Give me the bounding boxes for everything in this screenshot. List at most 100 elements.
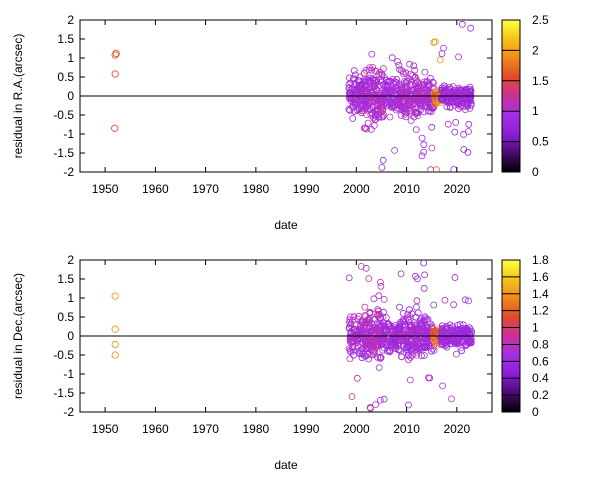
data-point (361, 78, 369, 85)
data-point (414, 112, 422, 120)
data-point (390, 101, 398, 109)
data-point (405, 322, 413, 330)
data-point (407, 353, 414, 361)
data-point (421, 271, 429, 279)
data-point (363, 87, 371, 95)
data-point (356, 73, 364, 81)
colorbar-tick-label: 0.8 (532, 337, 549, 351)
data-point (401, 337, 409, 345)
data-point (430, 333, 438, 341)
data-point (421, 86, 429, 94)
data-point (374, 311, 381, 319)
data-point (466, 337, 474, 345)
data-point (430, 301, 438, 309)
dec-residual-panel: 2 1.5 1 0.5 0 -0.5 -1 -1.5 -2 1950 1960 1970 1980 199… (11, 253, 549, 472)
data-point (350, 67, 358, 74)
data-point (419, 333, 427, 341)
data-point (361, 97, 369, 104)
data-point (111, 51, 119, 59)
data-point (460, 130, 468, 138)
data-point (426, 74, 434, 82)
data-point (416, 345, 424, 353)
data-point (423, 103, 431, 111)
colorbar-tick-label: 1.2 (532, 304, 549, 318)
colorbar-tick-label: 2 (532, 43, 539, 57)
x-tick-label: 1970 (192, 182, 219, 196)
colorbar-tick-label: 2.5 (532, 13, 549, 27)
x-tick-label: 2020 (443, 422, 470, 436)
colorbar-tick-label: 1.8 (532, 253, 549, 267)
data-point (398, 330, 406, 338)
data-point (356, 96, 364, 104)
data-point (464, 328, 472, 335)
data-point (380, 295, 388, 303)
data-point (412, 303, 420, 311)
data-point (393, 75, 401, 83)
data-point (380, 395, 388, 403)
data-point (388, 102, 395, 110)
data-point (371, 327, 379, 334)
data-point (111, 340, 119, 349)
data-point (350, 99, 358, 107)
data-point (448, 96, 456, 104)
data-point (111, 351, 119, 359)
data-point (360, 69, 368, 77)
data-point (402, 98, 410, 105)
data-point (351, 321, 359, 329)
data-point (446, 321, 454, 329)
data-point (431, 328, 439, 336)
data-point (410, 341, 418, 349)
data-point (410, 344, 418, 352)
data-point (402, 113, 410, 121)
data-point (380, 111, 388, 119)
data-point (444, 120, 452, 128)
data-point (458, 347, 466, 355)
x-tick-label: 2010 (393, 182, 420, 196)
data-point (410, 62, 418, 70)
data-point (406, 101, 413, 109)
x-tick-label: 2010 (393, 422, 420, 436)
data-point (448, 334, 456, 342)
colorbar-tick-label: 1.5 (532, 74, 549, 88)
y-tick-label: -1 (63, 127, 74, 141)
data-point (392, 342, 400, 350)
data-point (376, 396, 384, 404)
data-point (345, 274, 353, 282)
data-point (422, 322, 430, 330)
data-point (436, 56, 444, 64)
data-point (400, 318, 408, 326)
data-point (347, 79, 355, 87)
data-point (362, 338, 370, 346)
data-point (386, 113, 394, 121)
data-point (396, 346, 403, 354)
data-point (354, 337, 362, 345)
y-tick-label: -1 (63, 367, 74, 381)
data-point (405, 75, 413, 82)
data-point (418, 134, 426, 142)
data-point (363, 343, 371, 351)
data-point (366, 308, 374, 316)
data-point (346, 313, 354, 321)
data-point (452, 350, 460, 358)
colorbar-tick-label: 1 (532, 104, 539, 118)
data-point (361, 303, 369, 311)
data-point (401, 103, 409, 111)
data-point (452, 119, 460, 126)
x-tick-label: 1960 (142, 422, 169, 436)
data-point (443, 343, 451, 351)
data-point (111, 124, 119, 132)
data-markers (111, 20, 475, 172)
data-point (438, 322, 446, 330)
data-point (407, 345, 414, 353)
data-point (348, 393, 356, 400)
data-point (448, 395, 455, 403)
data-point (400, 340, 408, 348)
data-point (353, 374, 361, 382)
data-point (370, 351, 377, 359)
x-tick-label: 2020 (443, 182, 470, 196)
data-point (405, 306, 413, 314)
data-point (387, 85, 395, 92)
data-point (420, 352, 428, 359)
data-point (421, 313, 429, 321)
data-point (441, 296, 449, 304)
